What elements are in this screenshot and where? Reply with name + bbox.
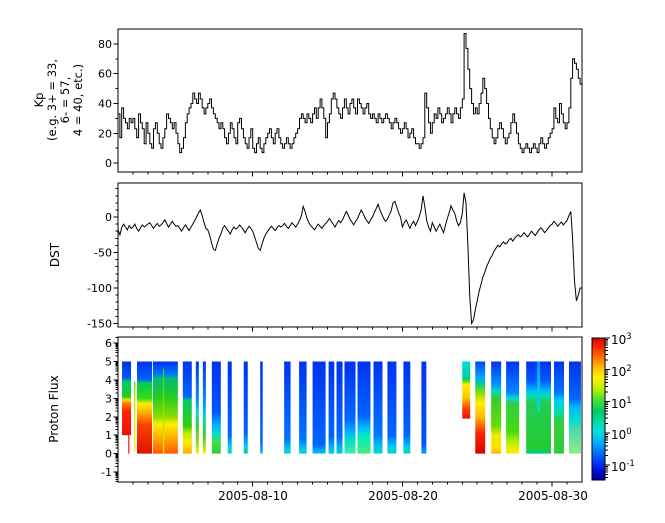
- kp-panel: 0 20 40 60 80: [98, 28, 583, 177]
- x-tick-label-aug10: 2005-08-10: [218, 489, 288, 503]
- svg-text:3: 3: [105, 392, 112, 405]
- svg-text:6: 6: [105, 337, 112, 350]
- dst-axis-label: DST: [48, 242, 62, 268]
- svg-text:0: 0: [105, 211, 112, 224]
- svg-text:4: 4: [105, 374, 112, 387]
- svg-text:5: 5: [105, 356, 112, 369]
- colorbar-tick-label: 10-1: [611, 459, 635, 474]
- svg-text:-1: -1: [101, 466, 112, 479]
- colorbar-tick-label: 100: [611, 427, 632, 442]
- colorbar-tick-label: 103: [611, 332, 632, 347]
- svg-text:80: 80: [98, 38, 112, 51]
- proton-flux-panel: -1 0 1 2 3 4 5 6: [101, 336, 583, 487]
- colorbar-tick-label: 102: [611, 364, 632, 379]
- svg-text:20: 20: [98, 127, 112, 140]
- dst-panel: 0 -50 -100 -150: [87, 182, 583, 332]
- svg-text:40: 40: [98, 97, 112, 110]
- svg-text:0: 0: [105, 448, 112, 461]
- svg-text:2: 2: [105, 411, 112, 424]
- x-tick-label-aug20: 2005-08-20: [368, 489, 438, 503]
- svg-text:-50: -50: [94, 247, 112, 260]
- svg-text:1: 1: [105, 429, 112, 442]
- svg-text:0: 0: [105, 157, 112, 170]
- kp-series-line: [118, 33, 582, 154]
- svg-text:60: 60: [98, 68, 112, 81]
- kp-axis-label: Kp (e.g. 3+ = 33, 6- = 57, 4 = 40, etc.): [32, 0, 87, 200]
- dst-series-line: [117, 192, 582, 326]
- svg-text:-100: -100: [87, 282, 112, 295]
- x-tick-label-aug30: 2005-08-30: [518, 489, 588, 503]
- svg-text:-150: -150: [87, 317, 112, 330]
- proton-flux-axis-label: Proton Flux: [47, 375, 61, 443]
- colorbar-tick-label: 101: [611, 396, 632, 411]
- colorbar: [591, 337, 610, 481]
- kp-axis-label-line: 4 = 40, etc.): [71, 63, 85, 137]
- spectrogram-strips: [122, 361, 581, 454]
